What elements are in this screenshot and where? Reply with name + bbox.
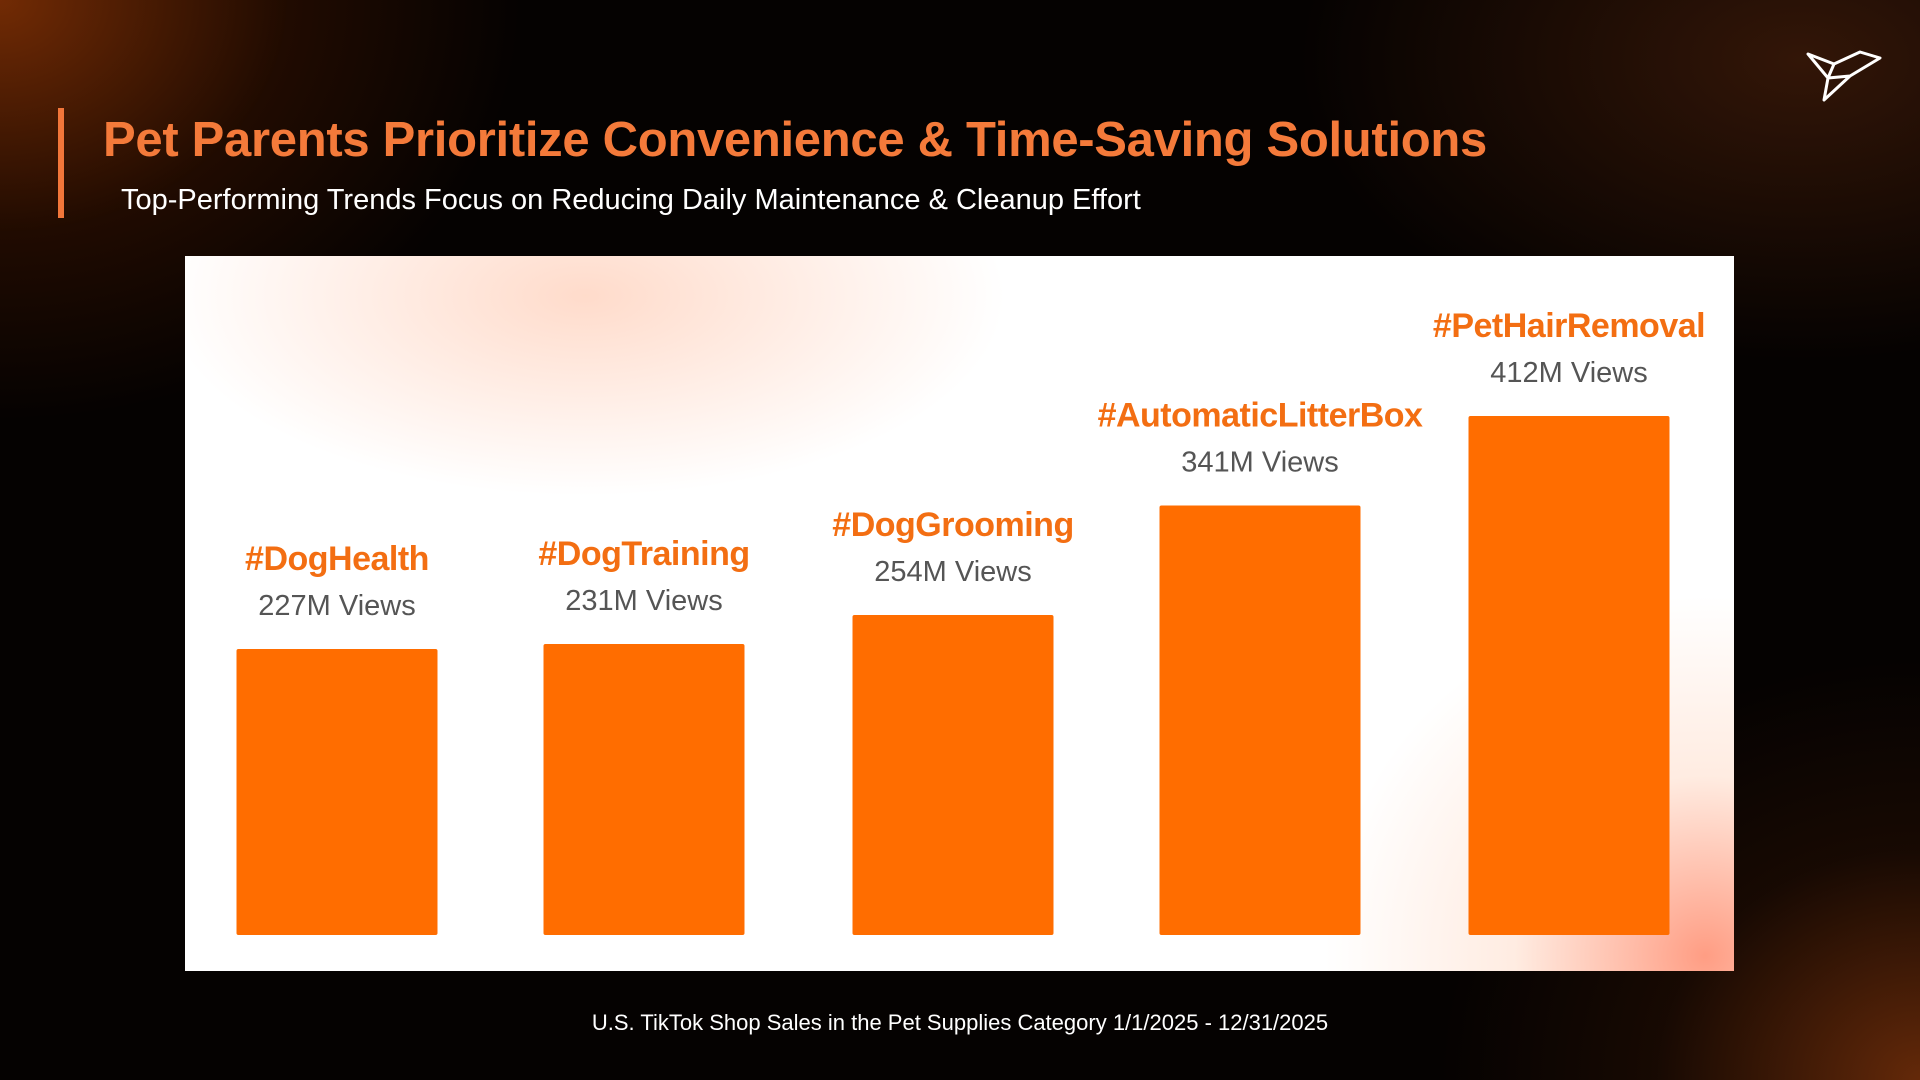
category-label: #DogHealth bbox=[245, 540, 429, 578]
value-label: 227M Views bbox=[258, 590, 415, 622]
value-label: 231M Views bbox=[565, 585, 722, 617]
footnote: U.S. TikTok Shop Sales in the Pet Suppli… bbox=[591, 1010, 1329, 1035]
category-label: #PetHairRemoval bbox=[1433, 307, 1705, 345]
value-label: 412M Views bbox=[1490, 357, 1647, 389]
title: Pet Parents Prioritize Convenience & Tim… bbox=[103, 113, 1487, 167]
bar bbox=[543, 644, 745, 935]
logo bbox=[1806, 50, 1882, 102]
subtitle: Top-Performing Trends Focus on Reducing … bbox=[121, 184, 1141, 216]
bar bbox=[1468, 416, 1670, 935]
bar bbox=[1159, 505, 1361, 935]
bar bbox=[852, 615, 1054, 935]
title-accent bbox=[58, 108, 64, 218]
bar bbox=[236, 649, 438, 935]
value-label: 341M Views bbox=[1181, 446, 1338, 478]
category-label: #AutomaticLitterBox bbox=[1098, 396, 1423, 434]
value-label: 254M Views bbox=[874, 556, 1031, 588]
category-label: #DogTraining bbox=[538, 535, 749, 573]
category-label: #DogGrooming bbox=[832, 506, 1073, 544]
